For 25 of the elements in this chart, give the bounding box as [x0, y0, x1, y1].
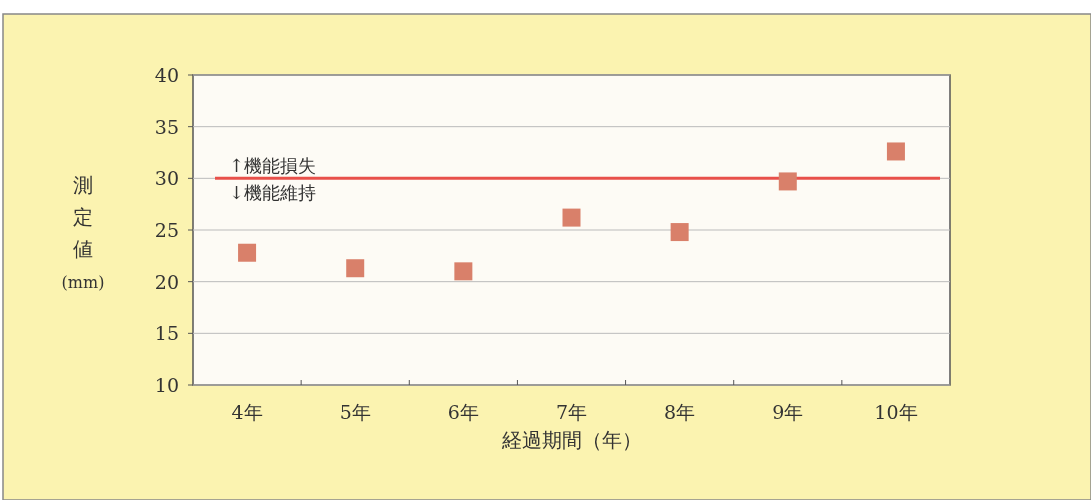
point [886, 142, 905, 161]
x-tick-label: 10年 [874, 401, 918, 423]
x-tick-label: 5年 [339, 401, 371, 423]
annotation: ↑機能損失 [229, 155, 317, 177]
point [346, 259, 365, 278]
x-tick-label: 4年 [231, 401, 263, 423]
y-tick-label: 10 [154, 374, 179, 396]
y-tick-label: 35 [154, 115, 179, 138]
x-tick-label: 8年 [664, 401, 696, 423]
x-tick-label: 9年 [772, 401, 804, 423]
point [238, 243, 257, 262]
x-tick-label: 7年 [555, 401, 588, 423]
y-tick-label: 30 [154, 167, 179, 190]
y-tick-label: 40 [154, 64, 179, 86]
point [778, 172, 797, 191]
annotation: ↓機能維持 [229, 182, 317, 204]
y-axis-title: 測定値(mm) [61, 173, 105, 292]
y-tick-label: 20 [154, 270, 179, 293]
x-axis-title: 経過期間（年） [500, 428, 642, 452]
point [562, 208, 581, 227]
point [670, 223, 689, 242]
x-tick-label: 6年 [447, 401, 479, 423]
y-tick-label: 15 [154, 322, 179, 345]
point [454, 262, 473, 281]
y-tick-label: 25 [154, 219, 179, 241]
